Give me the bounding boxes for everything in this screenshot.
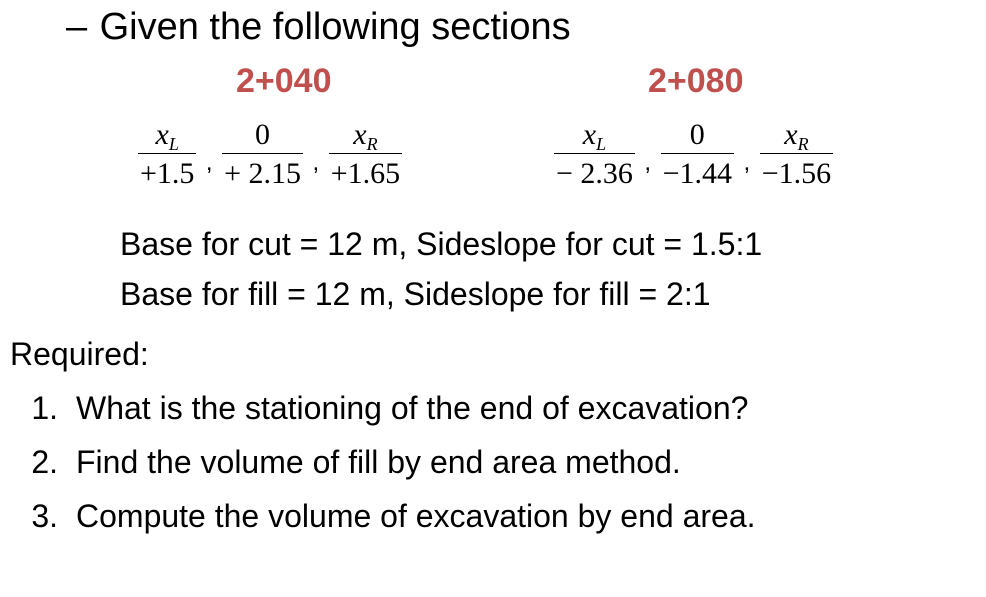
list-item-3: 3. Compute the volume of excavation by en… [10, 498, 756, 535]
frac-l3-sub: R [367, 134, 378, 154]
frac-r1-num: x [583, 118, 596, 151]
frac-r1: xL − 2.36 [554, 118, 635, 193]
param-fill: Base for fill = 12 m, Sideslope for fill… [120, 276, 711, 313]
list-text-1: What is the stationing of the end of exc… [76, 390, 748, 426]
heading-text: Given the following sections [100, 6, 571, 48]
required-label: Required: [10, 336, 149, 373]
frac-l2-den: + 2.15 [222, 154, 303, 193]
frac-l2: 0 + 2.15 [222, 118, 303, 193]
list-num-2: 2. [10, 444, 58, 481]
comma: , [642, 149, 653, 177]
heading-line: – Given the following sections [66, 6, 571, 49]
frac-r2-num: 0 [661, 118, 734, 154]
frac-l1-den: +1.5 [138, 154, 196, 193]
heading-dash: – [66, 6, 87, 48]
list-num-1: 1. [10, 390, 58, 427]
frac-l1-sub: L [169, 134, 179, 154]
slide-root: – Given the following sections 2+040 2+0… [0, 0, 986, 597]
station-left: 2+040 [236, 62, 332, 101]
comma: , [311, 149, 322, 177]
frac-l2-num: 0 [222, 118, 303, 154]
frac-l3-den: +1.65 [329, 154, 402, 193]
frac-r2: 0 −1.44 [661, 118, 734, 193]
list-text-2: Find the volume of fill by end area meth… [76, 444, 681, 480]
comma: , [204, 149, 215, 177]
frac-l3-num: x [353, 118, 366, 151]
frac-l1: xL +1.5 [138, 118, 196, 193]
comma: , [742, 149, 753, 177]
frac-r3: xR −1.56 [760, 118, 833, 193]
list-item-1: 1. What is the stationing of the end of e… [10, 390, 748, 427]
frac-r3-sub: R [798, 134, 809, 154]
list-item-2: 2. Find the volume of fill by end area me… [10, 444, 681, 481]
list-text-3: Compute the volume of excavation by end … [76, 498, 756, 534]
section-right: xL − 2.36 , 0 −1.44 , xR −1.56 [554, 118, 833, 193]
section-left: xL +1.5 , 0 + 2.15 , xR +1.65 [138, 118, 402, 193]
list-num-3: 3. [10, 498, 58, 535]
frac-r2-den: −1.44 [661, 154, 734, 193]
frac-l1-num: x [156, 118, 169, 151]
frac-r1-den: − 2.36 [554, 154, 635, 193]
frac-r1-sub: L [596, 134, 606, 154]
frac-r3-num: x [784, 118, 797, 151]
frac-r3-den: −1.56 [760, 154, 833, 193]
param-cut: Base for cut = 12 m, Sideslope for cut =… [120, 226, 762, 263]
station-right: 2+080 [648, 62, 744, 101]
frac-l3: xR +1.65 [329, 118, 402, 193]
